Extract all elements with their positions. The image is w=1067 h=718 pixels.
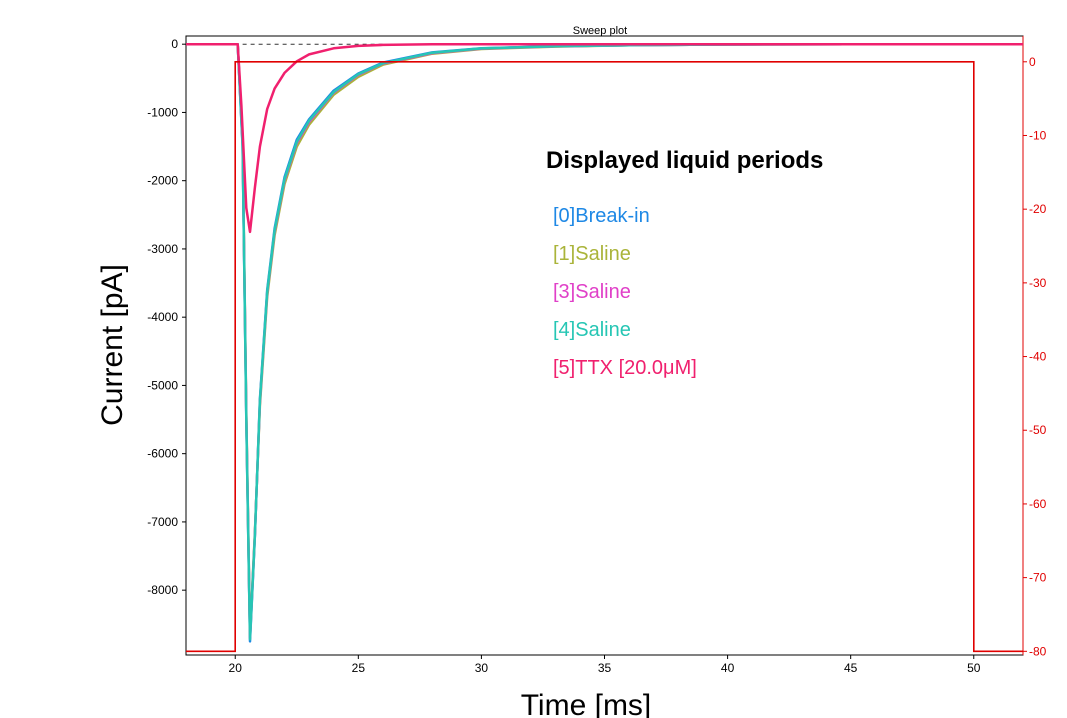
legend-entry: [3]Saline [553, 281, 631, 303]
series-line-4 [186, 42, 1023, 234]
y-tick-label: -3000 [147, 242, 178, 256]
x-tick-label: 35 [598, 661, 612, 675]
y-tick-label: -8000 [147, 583, 178, 597]
bottom-axis-ticks: 20 25 30 35 40 45 50 [229, 655, 981, 675]
x-tick-label: 30 [475, 661, 489, 675]
y2-tick-label: -80 [1029, 644, 1047, 658]
x-tick-label: 40 [721, 661, 735, 675]
x-tick-label: 20 [229, 661, 243, 675]
chart-title: Sweep plot [573, 25, 627, 37]
legend-entry: [5]TTX [20.0μM] [553, 357, 697, 379]
y2-tick-label: -70 [1029, 571, 1047, 585]
x-tick-label: 45 [844, 661, 858, 675]
x-tick-label: 50 [967, 661, 981, 675]
y2-tick-label: -20 [1029, 202, 1047, 216]
y2-tick-label: -60 [1029, 497, 1047, 511]
y-tick-label: -4000 [147, 310, 178, 324]
y-tick-label: -7000 [147, 515, 178, 529]
series-layer [186, 42, 1023, 643]
legend-title: Displayed liquid periods [546, 147, 823, 174]
y2-tick-label: -50 [1029, 423, 1047, 437]
y-tick-label: -6000 [147, 447, 178, 461]
right-axis-ticks: 0 -10 -20 -30 -40 -50 -60 -70 -80 [1023, 55, 1047, 658]
x-axis-label: Time [ms] [521, 689, 652, 718]
legend-entry: [4]Saline [553, 319, 631, 341]
left-axis-ticks: 0 -1000 -2000 -3000 -4000 -5000 -6000 -7000 -800… [147, 37, 186, 597]
x-tick-label: 25 [352, 661, 366, 675]
legend-entry: [1]Saline [553, 243, 631, 265]
y2-tick-label: -10 [1029, 128, 1047, 142]
y2-tick-label: -40 [1029, 350, 1047, 364]
legend-entry: [0]Break-in [553, 205, 650, 227]
y-tick-label: -1000 [147, 105, 178, 119]
y2-tick-label: -30 [1029, 276, 1047, 290]
y-axis-label: Current [pA] [96, 264, 129, 426]
y-tick-label: -5000 [147, 378, 178, 392]
legend: [0]Break-in [1]Saline [3]Saline [4]Saline [5… [553, 205, 697, 379]
command-layer [186, 61, 1023, 653]
y-tick-label: -2000 [147, 174, 178, 188]
y2-tick-label: 0 [1029, 55, 1036, 69]
plot-area [185, 35, 1024, 656]
command-trace [186, 61, 1023, 653]
y-tick-label: 0 [171, 37, 178, 51]
